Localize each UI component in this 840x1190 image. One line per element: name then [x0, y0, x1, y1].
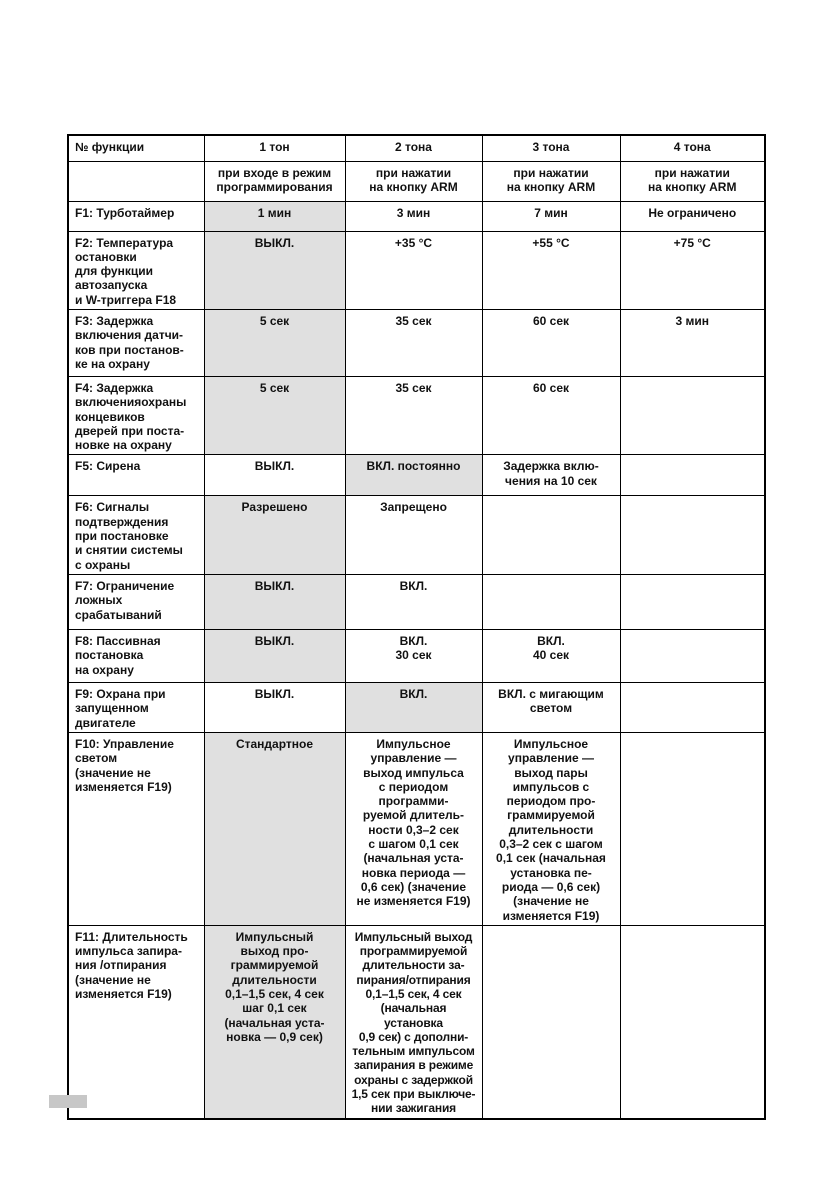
value-cell: 5 сек [203, 308, 346, 377]
value-cell: 5 сек [203, 375, 346, 456]
value-cell: Импульсный выход про- граммируемой длите… [203, 924, 346, 1120]
value-cell [619, 924, 766, 1120]
function-label: F8: Пассивная постановка на охрану [67, 628, 205, 683]
subheader-press-arm-4: при нажатии на кнопку ARM [619, 160, 766, 202]
function-label: F3: Задержка включения датчи- ков при по… [67, 308, 205, 377]
subheader-empty-cell [67, 160, 205, 202]
table-row: F1: Турботаймер 1 мин 3 мин 7 мин Не огр… [67, 200, 766, 232]
value-cell: +35 °C [344, 230, 483, 310]
value-cell: ВЫКЛ. [203, 454, 346, 497]
value-cell: 3 мин [619, 308, 766, 377]
value-cell: ВЫКЛ. [203, 230, 346, 310]
table-subheader-row: при входе в режим программирования при н… [67, 160, 766, 202]
value-cell [481, 924, 621, 1120]
column-header-1-ton: 1 тон [203, 134, 346, 162]
value-cell: ВКЛ. постоянно [344, 454, 483, 497]
column-header-2-tona: 2 тона [344, 134, 483, 162]
table-row: F2: Температура остановки для функции ав… [67, 230, 766, 310]
function-label: F10: Управление светом (значение не изме… [67, 731, 205, 926]
value-cell [619, 731, 766, 926]
value-cell: ВЫКЛ. [203, 628, 346, 683]
value-cell: 35 сек [344, 308, 483, 377]
value-cell [619, 628, 766, 683]
column-header-function-number: № функции [67, 134, 205, 162]
table-row: F9: Охрана при запущенном двигателе ВЫКЛ… [67, 681, 766, 733]
subheader-press-arm-2: при нажатии на кнопку ARM [344, 160, 483, 202]
table-row: F8: Пассивная постановка на охрану ВЫКЛ.… [67, 628, 766, 683]
value-cell: +55 °C [481, 230, 621, 310]
value-cell: Стандартное [203, 731, 346, 926]
value-cell: Импульсное управление — выход пары импул… [481, 731, 621, 926]
value-cell: +75 °C [619, 230, 766, 310]
value-cell: Разрешено [203, 495, 346, 575]
value-cell: ВЫКЛ. [203, 573, 346, 630]
value-cell: Импульсное управление — выход импульса с… [344, 731, 483, 926]
function-label: F5: Сирена [67, 454, 205, 497]
value-cell: ВЫКЛ. [203, 681, 346, 733]
value-cell: ВКЛ. [344, 681, 483, 733]
value-cell: 1 мин [203, 200, 346, 232]
subheader-press-arm-3: при нажатии на кнопку ARM [481, 160, 621, 202]
value-cell: 60 сек [481, 375, 621, 456]
value-cell: Задержка вклю- чения на 10 сек [481, 454, 621, 497]
column-header-3-tona: 3 тона [481, 134, 621, 162]
value-cell: 7 мин [481, 200, 621, 232]
table-row: F10: Управление светом (значение не изме… [67, 731, 766, 926]
function-label: F1: Турботаймер [67, 200, 205, 232]
value-cell: Импульсный выход программируемой длитель… [344, 924, 483, 1120]
value-cell [481, 495, 621, 575]
value-cell [619, 375, 766, 456]
subheader-enter-programming: при входе в режим программирования [203, 160, 346, 202]
table-row: F6: Сигналы подтверждения при постановке… [67, 495, 766, 575]
function-label: F9: Охрана при запущенном двигателе [67, 681, 205, 733]
function-label: F11: Длительность импульса запира- ния /… [67, 924, 205, 1120]
value-cell [619, 454, 766, 497]
value-cell: ВКЛ. с мигающим светом [481, 681, 621, 733]
value-cell: Запрещено [344, 495, 483, 575]
value-cell: 35 сек [344, 375, 483, 456]
table-row: F4: Задержка включенияохраны концевиков … [67, 375, 766, 456]
value-cell: Не ограничено [619, 200, 766, 232]
programming-functions-table: № функции 1 тон 2 тона 3 тона 4 тона при… [67, 134, 766, 1120]
page-footer-marker [49, 1095, 87, 1108]
table-header-row: № функции 1 тон 2 тона 3 тона 4 тона [67, 134, 766, 162]
function-label: F4: Задержка включенияохраны концевиков … [67, 375, 205, 456]
value-cell: ВКЛ. [344, 573, 483, 630]
value-cell [619, 495, 766, 575]
table-row: F3: Задержка включения датчи- ков при по… [67, 308, 766, 377]
function-label: F6: Сигналы подтверждения при постановке… [67, 495, 205, 575]
value-cell: ВКЛ. 40 сек [481, 628, 621, 683]
column-header-4-tona: 4 тона [619, 134, 766, 162]
value-cell [619, 681, 766, 733]
table-row: F5: Сирена ВЫКЛ. ВКЛ. постоянно Задержка… [67, 454, 766, 497]
value-cell: 3 мин [344, 200, 483, 232]
table-row: F7: Ограничение ложных срабатываний ВЫКЛ… [67, 573, 766, 630]
function-label: F7: Ограничение ложных срабатываний [67, 573, 205, 630]
value-cell: ВКЛ. 30 сек [344, 628, 483, 683]
function-label: F2: Температура остановки для функции ав… [67, 230, 205, 310]
value-cell: 60 сек [481, 308, 621, 377]
table-row: F11: Длительность импульса запира- ния /… [67, 924, 766, 1120]
value-cell [481, 573, 621, 630]
value-cell [619, 573, 766, 630]
